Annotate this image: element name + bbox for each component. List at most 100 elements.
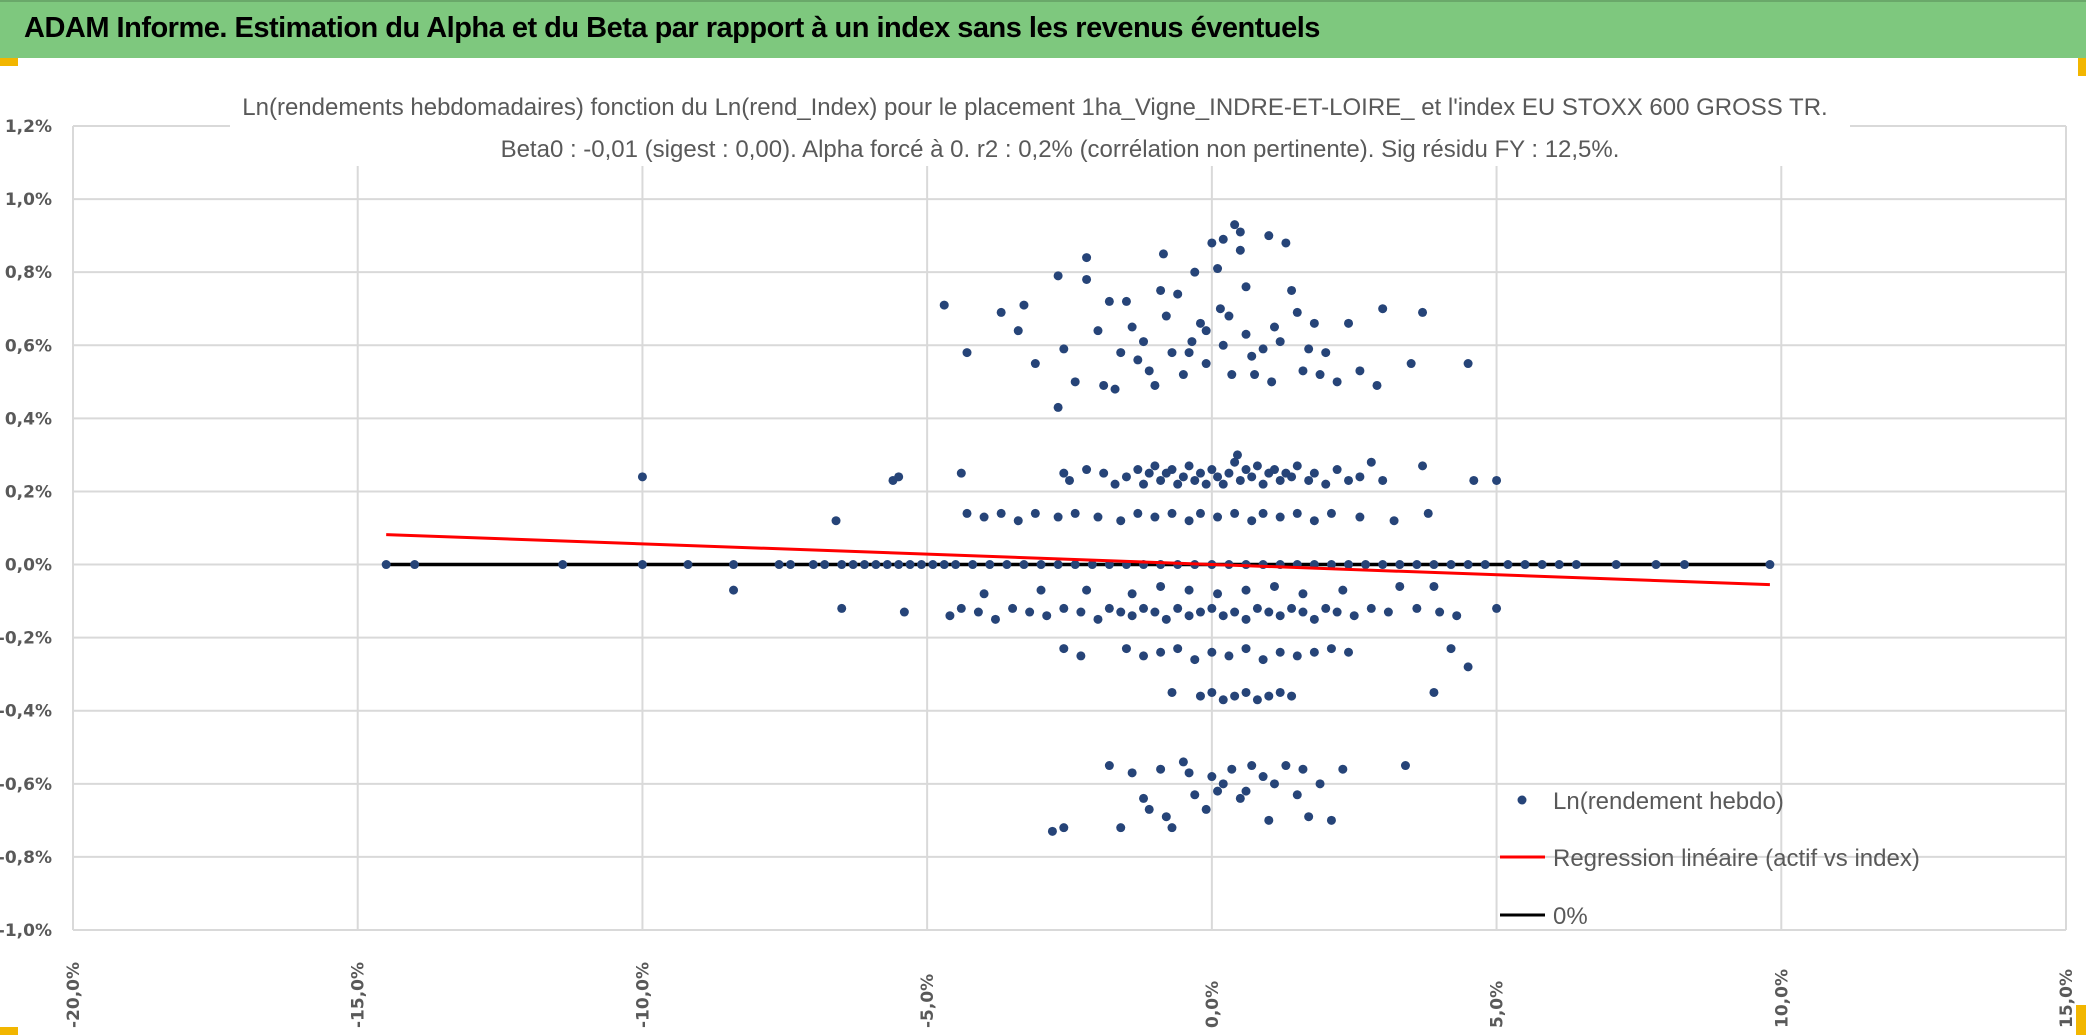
- data-point: [1241, 614, 1251, 624]
- data-point: [1235, 227, 1245, 237]
- data-point: [1156, 475, 1166, 485]
- y-tick-label: 1,2%: [5, 117, 52, 137]
- data-point: [1195, 607, 1205, 617]
- data-point: [1281, 238, 1291, 248]
- data-point: [558, 560, 568, 570]
- data-point: [1287, 603, 1297, 613]
- selection-handle-top-left[interactable]: [0, 58, 18, 66]
- data-point: [1258, 508, 1268, 518]
- selection-handle-bottom-right[interactable]: [2076, 1005, 2086, 1035]
- data-point: [939, 560, 949, 570]
- data-point: [1173, 289, 1183, 299]
- chart-subtitle: Beta0 : -0,01 (sigest : 0,00). Alpha for…: [501, 136, 1620, 163]
- x-tick-label: -5,0%: [918, 974, 938, 1028]
- data-point: [1412, 603, 1422, 613]
- data-point: [1429, 560, 1439, 570]
- data-point: [1372, 380, 1382, 390]
- data-point: [1446, 644, 1456, 654]
- y-tick-label: 0,6%: [5, 336, 52, 356]
- data-point: [1230, 607, 1240, 617]
- data-point: [1190, 475, 1200, 485]
- data-point: [1184, 461, 1194, 471]
- data-point: [860, 560, 870, 570]
- data-point: [1247, 516, 1257, 526]
- data-point: [1178, 370, 1188, 380]
- y-axis-ticks: 1,2% 1,0% 0,8% 0,6% 0,4% 0,2% 0,0% -0,2% -0,4% -0…: [0, 117, 52, 941]
- data-point: [1059, 468, 1069, 478]
- data-point: [1156, 647, 1166, 657]
- selection-handle-top-right[interactable]: [2078, 58, 2086, 76]
- x-tick-label: 10,0%: [1772, 969, 1792, 1028]
- data-point: [1304, 475, 1314, 485]
- data-point: [968, 560, 978, 570]
- report-title: ADAM Informe. Estimation du Alpha et du …: [24, 12, 1320, 44]
- data-point: [1013, 326, 1023, 336]
- report-header: ADAM Informe. Estimation du Alpha et du …: [0, 0, 2086, 58]
- data-point: [1139, 479, 1149, 489]
- data-point: [1127, 322, 1137, 332]
- data-point: [1309, 318, 1319, 328]
- data-point: [1224, 651, 1234, 661]
- data-point: [1446, 560, 1456, 570]
- data-point: [1156, 285, 1166, 295]
- data-point: [1554, 560, 1564, 570]
- data-point: [1298, 607, 1308, 617]
- legend-label-regression: Regression linéaire (actif vs index): [1553, 845, 1920, 872]
- data-point: [1252, 695, 1262, 705]
- data-point: [951, 560, 961, 570]
- data-point: [979, 512, 989, 522]
- data-point: [1133, 355, 1143, 365]
- data-point: [1520, 560, 1530, 570]
- data-point: [1344, 647, 1354, 657]
- data-point: [1127, 589, 1137, 599]
- data-point: [1190, 790, 1200, 800]
- data-point: [1241, 282, 1251, 292]
- data-point: [1395, 581, 1405, 591]
- data-point: [1218, 479, 1228, 489]
- data-point: [637, 472, 647, 482]
- data-point: [882, 560, 892, 570]
- data-point: [1463, 662, 1473, 672]
- data-point: [1195, 508, 1205, 518]
- data-point: [1287, 285, 1297, 295]
- data-point: [1167, 823, 1177, 833]
- data-point: [1355, 512, 1365, 522]
- data-point: [1218, 611, 1228, 621]
- data-point: [1241, 786, 1251, 796]
- data-point: [1104, 296, 1114, 306]
- data-point: [1304, 812, 1314, 822]
- data-point: [1110, 479, 1120, 489]
- data-point: [1469, 475, 1479, 485]
- data-point: [1765, 560, 1775, 570]
- data-point: [1298, 764, 1308, 774]
- data-point: [1156, 764, 1166, 774]
- data-point: [1070, 377, 1080, 387]
- data-point: [1418, 461, 1428, 471]
- data-point: [1087, 560, 1097, 570]
- selection-handle-bottom-left[interactable]: [0, 1027, 18, 1035]
- data-point: [1611, 560, 1621, 570]
- data-point: [1190, 655, 1200, 665]
- data-point: [1082, 253, 1092, 263]
- y-tick-label: -1,0%: [0, 921, 52, 941]
- data-point: [945, 611, 955, 621]
- data-point: [1344, 560, 1354, 570]
- legend-label-points: Ln(rendement hebdo): [1553, 788, 1784, 815]
- data-point: [1213, 472, 1223, 482]
- data-point: [1281, 761, 1291, 771]
- data-point: [1235, 245, 1245, 255]
- data-point: [1218, 234, 1228, 244]
- data-point: [1173, 603, 1183, 613]
- data-point: [1463, 359, 1473, 369]
- data-point: [848, 560, 858, 570]
- data-point: [1321, 603, 1331, 613]
- data-point: [1053, 271, 1063, 281]
- data-point: [973, 607, 983, 617]
- data-point: [1412, 560, 1422, 570]
- data-point: [1121, 644, 1131, 654]
- data-point: [1241, 465, 1251, 475]
- data-point: [1187, 337, 1197, 347]
- data-point: [1104, 761, 1114, 771]
- data-point: [1275, 337, 1285, 347]
- data-point: [1406, 359, 1416, 369]
